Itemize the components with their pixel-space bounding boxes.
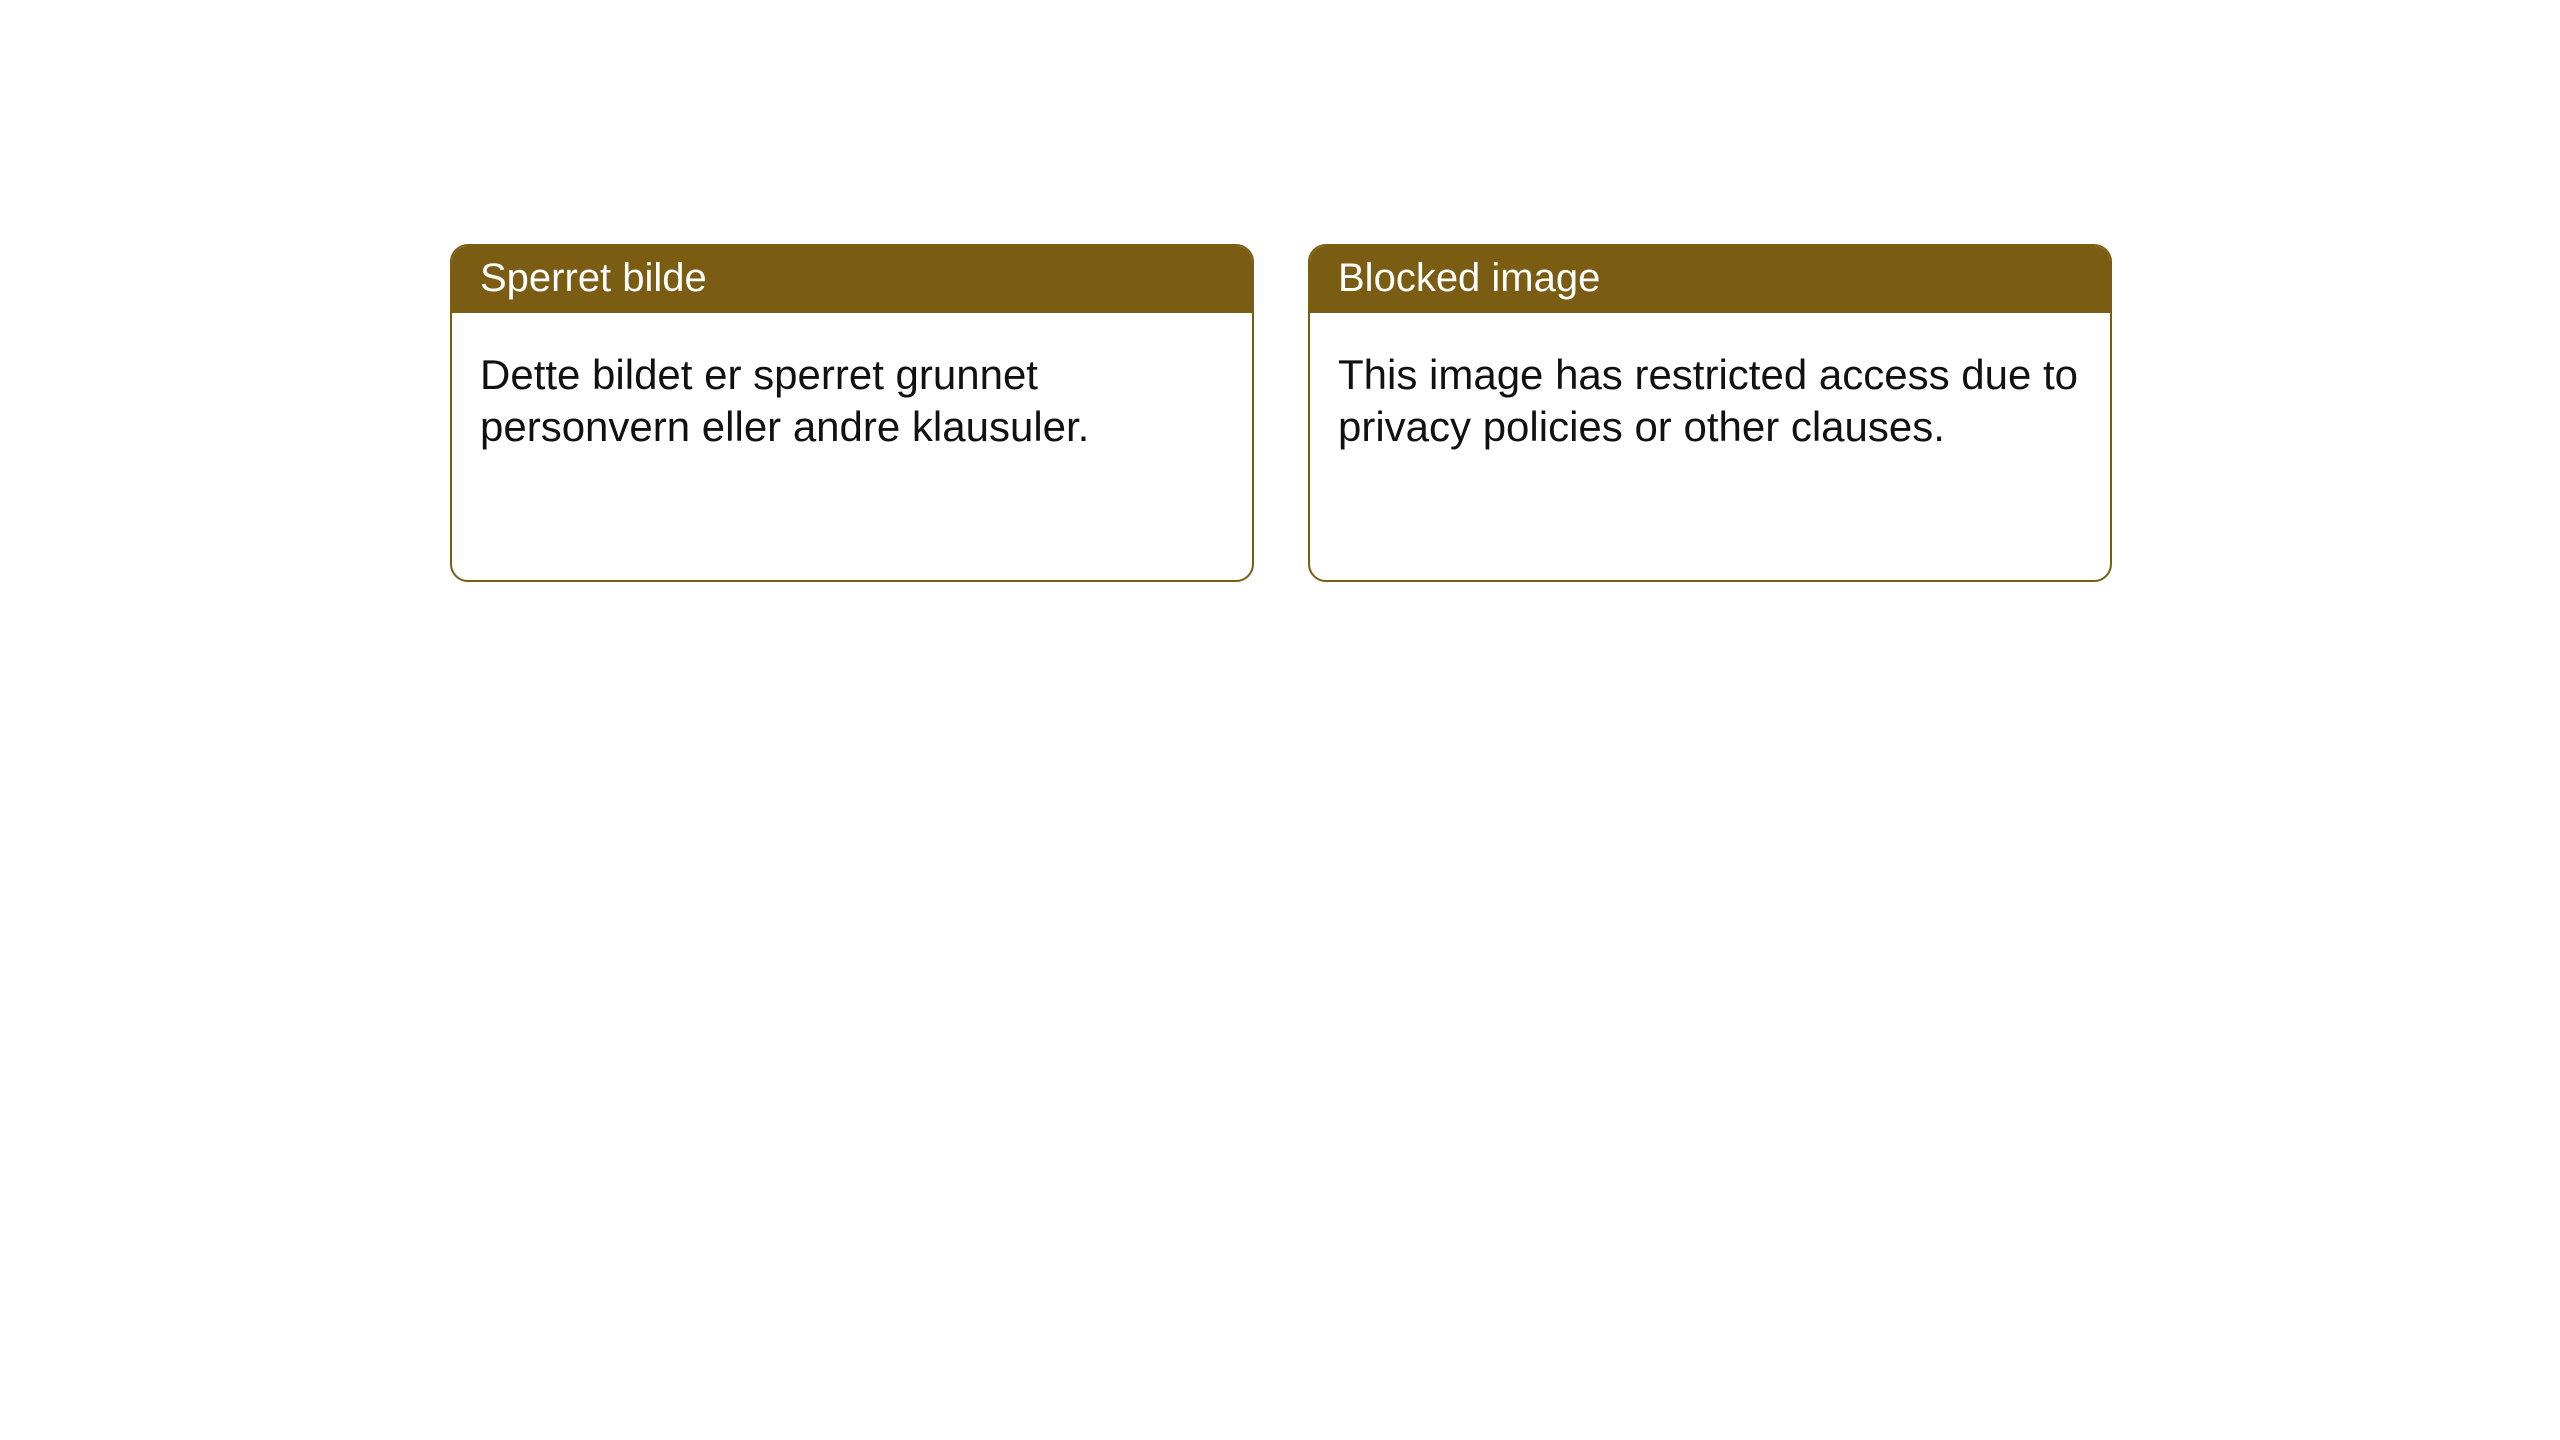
notice-title-en: Blocked image (1310, 246, 2110, 313)
notice-card-no: Sperret bilde Dette bildet er sperret gr… (450, 244, 1254, 582)
notice-body-no: Dette bildet er sperret grunnet personve… (452, 313, 1252, 453)
notice-body-en: This image has restricted access due to … (1310, 313, 2110, 453)
notice-title-no: Sperret bilde (452, 246, 1252, 313)
notice-card-en: Blocked image This image has restricted … (1308, 244, 2112, 582)
notice-container: Sperret bilde Dette bildet er sperret gr… (0, 0, 2560, 582)
